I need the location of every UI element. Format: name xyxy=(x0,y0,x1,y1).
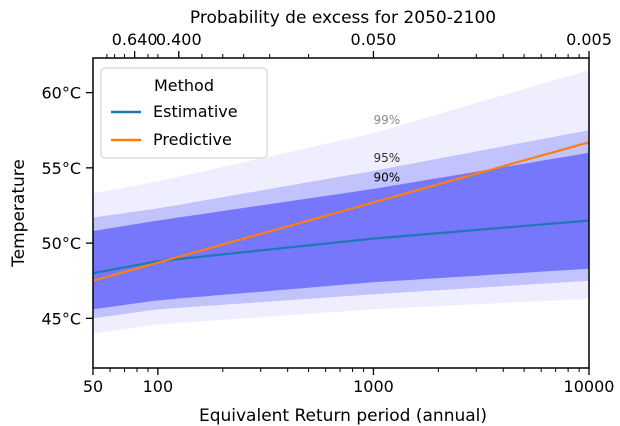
y-tick-label: 45°C xyxy=(41,309,81,328)
top-tick-label: 0.640 xyxy=(112,30,158,49)
legend-label-estimative: Estimative xyxy=(153,102,238,121)
x-tick-label: 10000 xyxy=(564,377,615,396)
legend-title: Method xyxy=(154,76,214,95)
x-tick-label: 50 xyxy=(83,377,103,396)
band-label-99pct: 99% xyxy=(373,113,400,127)
band-label-95pct: 95% xyxy=(373,151,400,165)
band-90pct xyxy=(93,152,589,310)
y-tick-label: 50°C xyxy=(41,234,81,253)
band-label-90pct: 90% xyxy=(373,170,400,184)
series-lines xyxy=(92,141,590,282)
y-tick-label: 55°C xyxy=(41,159,81,178)
y-axis-label: Temperature xyxy=(9,159,29,268)
legend: Method Estimative Predictive xyxy=(100,67,268,159)
series-line-estimative xyxy=(92,219,590,275)
legend-label-predictive: Predictive xyxy=(153,130,232,149)
plot-frame xyxy=(92,57,590,369)
x-axis-label: Equivalent Return period (annual) xyxy=(199,406,487,426)
top-tick-label: 0.050 xyxy=(351,30,397,49)
x-tick-label: 1000 xyxy=(353,377,394,396)
series-line-predictive xyxy=(92,141,590,282)
legend-box xyxy=(100,67,268,159)
band-labels: 99% 95% 90% xyxy=(373,113,400,184)
y-tick-label: 60°C xyxy=(41,84,81,103)
top-tick-label: 0.400 xyxy=(156,30,202,49)
chart-title: Probability de excess for 2050-2100 xyxy=(190,8,496,28)
x-tick-label: 100 xyxy=(143,377,174,396)
top-tick-label: 0.005 xyxy=(566,30,612,49)
